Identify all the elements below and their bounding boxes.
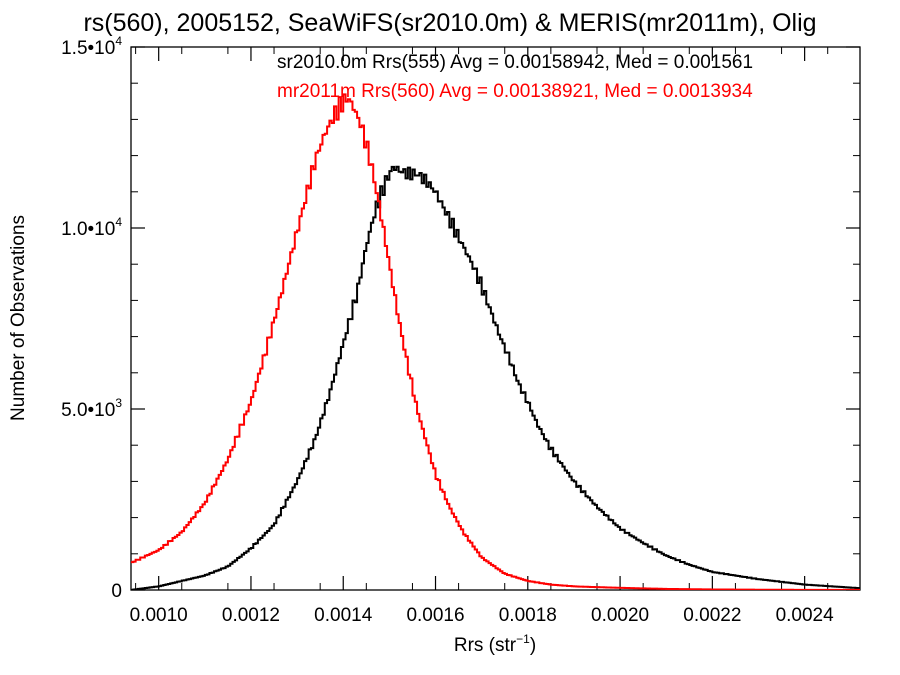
y-tick-mantissa: 5.0•10 xyxy=(61,400,115,421)
y-tick-label: 1.5•104 xyxy=(61,34,122,59)
x-tick-label: 0.0020 xyxy=(591,605,649,626)
y-tick-exponent: 3 xyxy=(115,396,122,410)
x-tick-label: 0.0024 xyxy=(776,605,835,626)
y-tick-exponent: 4 xyxy=(115,215,122,229)
plot-frame xyxy=(130,46,861,591)
x-axis-label: Rrs (str−1) xyxy=(454,632,536,656)
y-tick-label: 5.0•103 xyxy=(61,396,122,421)
y-tick-label: 0 xyxy=(111,581,122,602)
x-tick-label: 0.0016 xyxy=(406,605,464,626)
x-tick-label: 0.0010 xyxy=(130,605,188,626)
x-axis-label-close: ) xyxy=(530,635,536,656)
x-tick-label: 0.0018 xyxy=(499,605,557,626)
series-red-histogram xyxy=(131,93,860,590)
y-tick-mantissa: 0 xyxy=(111,581,122,602)
y-tick-mantissa: 1.0•10 xyxy=(61,219,115,240)
series-black-histogram xyxy=(131,165,860,590)
x-axis-label-exponent: −1 xyxy=(516,632,530,646)
x-tick-label: 0.0014 xyxy=(314,605,373,626)
x-axis: 0.0010 0.0012 0.0014 0.0016 0.0018 0.0020 0.00… xyxy=(130,47,834,626)
x-axis-label-text: Rrs (str xyxy=(454,635,517,656)
x-tick-label: 0.0012 xyxy=(222,605,280,626)
y-tick-mantissa: 1.5•10 xyxy=(61,38,115,59)
chart-title: rs(560), 2005152, SeaWiFS(sr2010.0m) & M… xyxy=(83,9,816,37)
y-tick-label: 1.0•104 xyxy=(61,215,122,240)
y-tick-exponent: 4 xyxy=(115,34,122,48)
x-tick-label: 0.0022 xyxy=(683,605,741,626)
series-layer xyxy=(131,93,860,590)
y-axis-label: Number of Observations xyxy=(8,215,29,421)
legend-entry-red: mr2011m Rrs(560) Avg = 0.00138921, Med =… xyxy=(277,81,753,102)
legend-entry-black: sr2010.0m Rrs(555) Avg = 0.00158942, Med… xyxy=(277,52,753,73)
